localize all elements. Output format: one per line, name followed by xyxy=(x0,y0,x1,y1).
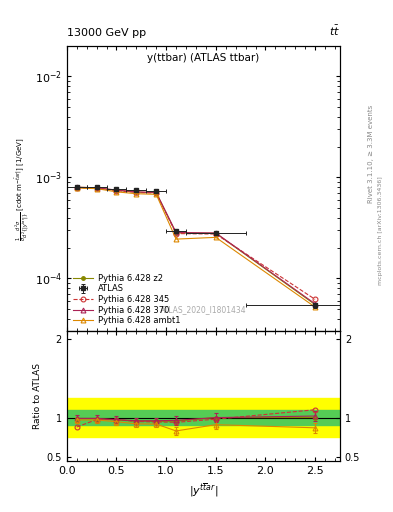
Text: y(ttbar) (ATLAS ttbar): y(ttbar) (ATLAS ttbar) xyxy=(147,53,259,63)
Text: ATLAS_2020_I1801434: ATLAS_2020_I1801434 xyxy=(160,305,247,314)
Text: Rivet 3.1.10, ≥ 3.3M events: Rivet 3.1.10, ≥ 3.3M events xyxy=(368,104,375,203)
Pythia 6.428 z2 xyxy=(213,230,218,237)
Text: mcplots.cern.ch [arXiv:1306.3436]: mcplots.cern.ch [arXiv:1306.3436] xyxy=(378,176,383,285)
Text: $t\bar{t}$: $t\bar{t}$ xyxy=(329,24,340,38)
Pythia 6.428 z2 xyxy=(74,184,79,190)
Pythia 6.428 z2 xyxy=(134,189,139,195)
Legend: Pythia 6.428 z2, ATLAS, Pythia 6.428 345, Pythia 6.428 370, Pythia 6.428 ambt1: Pythia 6.428 z2, ATLAS, Pythia 6.428 345… xyxy=(69,270,184,329)
Line: Pythia 6.428 z2: Pythia 6.428 z2 xyxy=(75,185,317,306)
Pythia 6.428 z2 xyxy=(174,230,178,236)
X-axis label: $|y^{\mathit{t}\overline{\mathit{t}}ar}|$: $|y^{\mathit{t}\overline{\mathit{t}}ar}|… xyxy=(189,481,218,499)
Y-axis label: $\frac{1}{\sigma}\frac{d^{2}\sigma}{d^{2}\{|y^{\bar{t}ar}|\}}$ [cdot m$^{-\bar{t: $\frac{1}{\sigma}\frac{d^{2}\sigma}{d^{2… xyxy=(13,137,32,241)
Pythia 6.428 z2 xyxy=(114,187,119,194)
Pythia 6.428 z2 xyxy=(313,302,318,308)
Y-axis label: Ratio to ATLAS: Ratio to ATLAS xyxy=(33,363,42,429)
Text: 13000 GeV pp: 13000 GeV pp xyxy=(67,28,146,38)
Pythia 6.428 z2 xyxy=(154,190,158,196)
Pythia 6.428 z2 xyxy=(94,185,99,191)
